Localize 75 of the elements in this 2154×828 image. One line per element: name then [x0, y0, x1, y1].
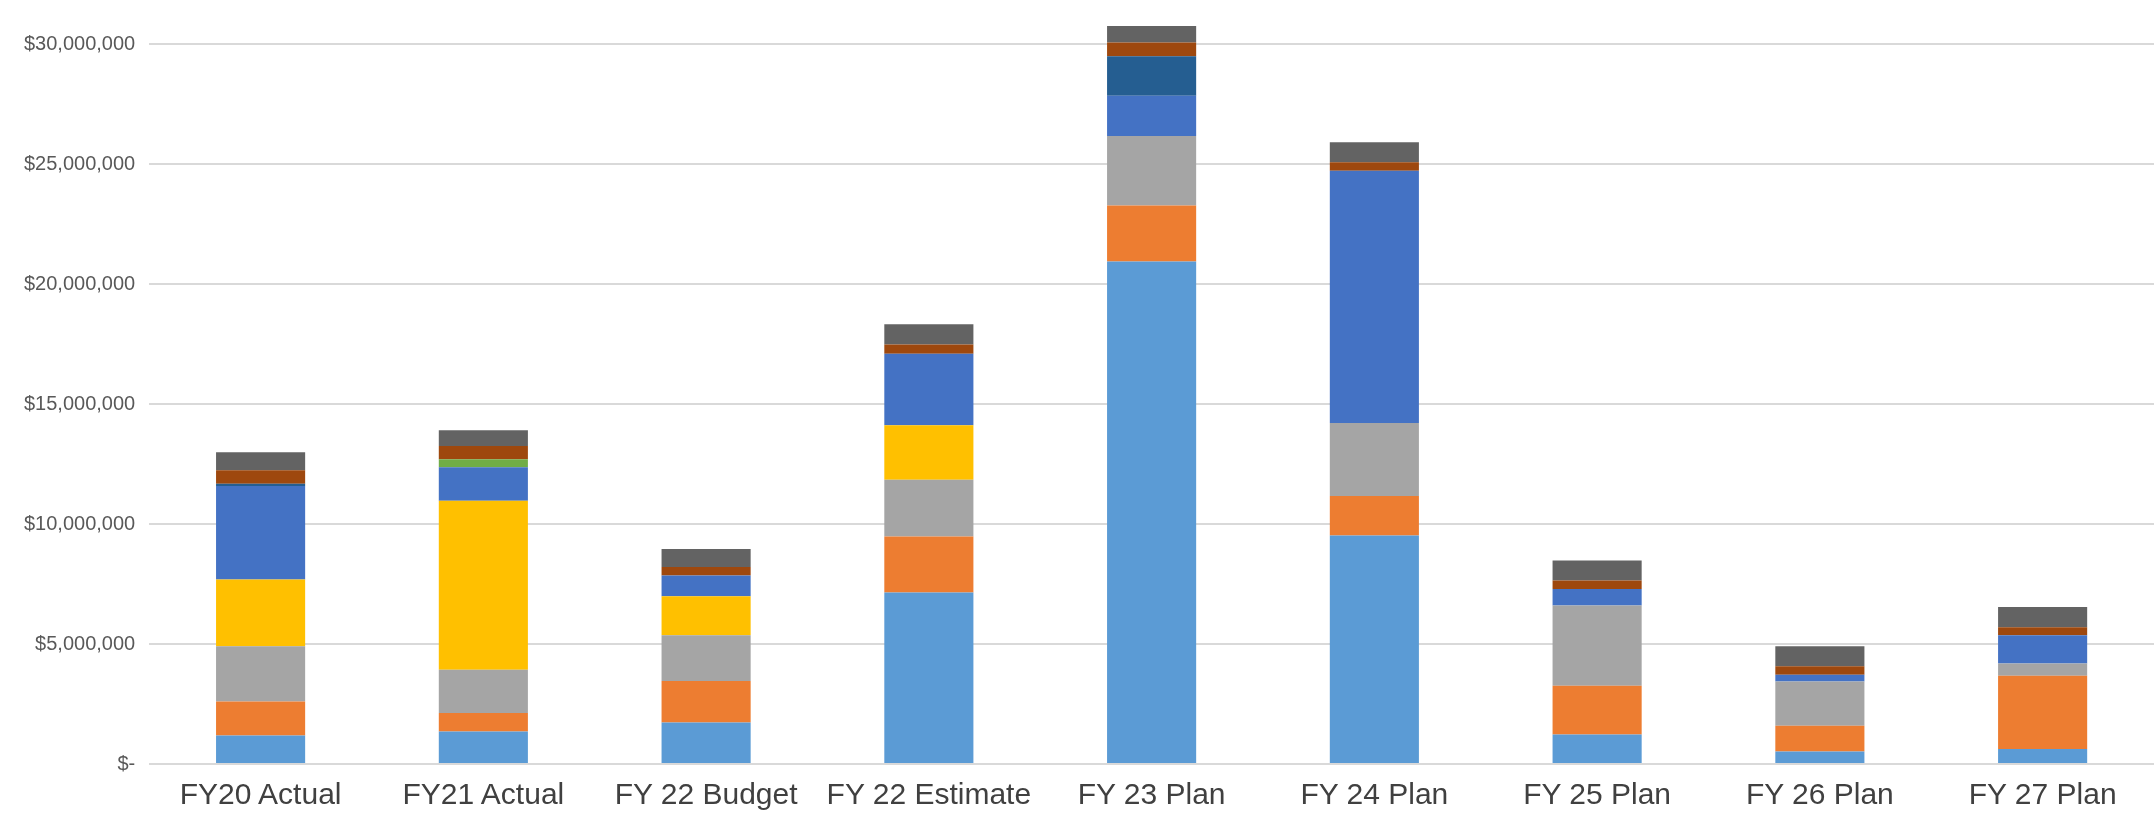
- bar: [661, 575, 751, 597]
- bar: [1107, 56, 1197, 96]
- bar: [884, 344, 974, 354]
- bar: [884, 592, 974, 763]
- y-tick-label: $-: [117, 751, 136, 774]
- bar: [661, 548, 751, 567]
- y-tick-label: $25,000,000: [23, 151, 136, 174]
- bar: [1329, 142, 1419, 163]
- bar: [1329, 422, 1419, 496]
- bar: [216, 701, 306, 736]
- bar: [1107, 205, 1197, 262]
- bar: [438, 712, 528, 732]
- bar: [1107, 95, 1197, 136]
- bar: [438, 430, 528, 446]
- bar: [884, 425, 974, 480]
- bar: [1775, 751, 1865, 763]
- bar: [1552, 589, 1642, 606]
- x-tick-label: FY 24 Plan: [1300, 777, 1449, 811]
- bar: [216, 579, 306, 647]
- bar: [1775, 681, 1865, 726]
- bar: [1552, 580, 1642, 590]
- bar: [438, 467, 528, 501]
- bar: [1552, 605, 1642, 686]
- x-tick-label: FY 27 Plan: [1968, 777, 2117, 811]
- bar: [438, 669, 528, 713]
- bar: [216, 486, 306, 580]
- bar: [216, 452, 306, 471]
- y-tick-label: $5,000,000: [35, 631, 136, 654]
- y-tick-label: $30,000,000: [23, 31, 136, 54]
- bar: [884, 479, 974, 537]
- bar: [884, 536, 974, 593]
- bar: [438, 446, 528, 460]
- x-tick-label: FY20 Actual: [179, 777, 342, 811]
- bar: [1775, 725, 1865, 752]
- bar: [216, 470, 306, 484]
- bar: [1998, 663, 2088, 676]
- bar: [1552, 734, 1642, 763]
- bar: [1329, 535, 1419, 763]
- x-tick-label: FY 22 Estimate: [826, 777, 1032, 811]
- bar: [216, 646, 306, 702]
- y-tick-label: $20,000,000: [23, 271, 136, 294]
- bar: [1998, 635, 2088, 664]
- bar: [884, 324, 974, 345]
- bar: [661, 566, 751, 576]
- x-tick-label: FY 23 Plan: [1077, 777, 1226, 811]
- bar: [1107, 135, 1197, 206]
- bar: [661, 722, 751, 763]
- y-tick-label: $15,000,000: [23, 391, 136, 414]
- bar: [438, 459, 528, 468]
- x-tick-label: FY 26 Plan: [1745, 777, 1894, 811]
- bar: [1775, 666, 1865, 675]
- bar: [1107, 26, 1197, 43]
- bar: [1329, 495, 1419, 536]
- bar: [1107, 261, 1197, 763]
- x-tick-label: FY 22 Budget: [614, 777, 799, 811]
- bar: [1329, 162, 1419, 171]
- bar: [661, 680, 751, 723]
- bar: [661, 635, 751, 681]
- bar: [1552, 560, 1642, 581]
- bar: [1998, 627, 2088, 636]
- bar: [661, 596, 751, 636]
- bar: [884, 353, 974, 426]
- bar: [1552, 685, 1642, 735]
- x-tick-label: FY21 Actual: [402, 777, 565, 811]
- bar: [1107, 42, 1197, 57]
- y-tick-label: $10,000,000: [23, 511, 136, 534]
- bar: [438, 731, 528, 763]
- bar: [1998, 749, 2088, 763]
- bar: [438, 500, 528, 670]
- bar: [1775, 646, 1865, 667]
- bar: [1329, 170, 1419, 423]
- x-tick-label: FY 25 Plan: [1523, 777, 1672, 811]
- bar: [216, 735, 306, 763]
- bar: [1998, 607, 2088, 628]
- bar: [1998, 675, 2088, 750]
